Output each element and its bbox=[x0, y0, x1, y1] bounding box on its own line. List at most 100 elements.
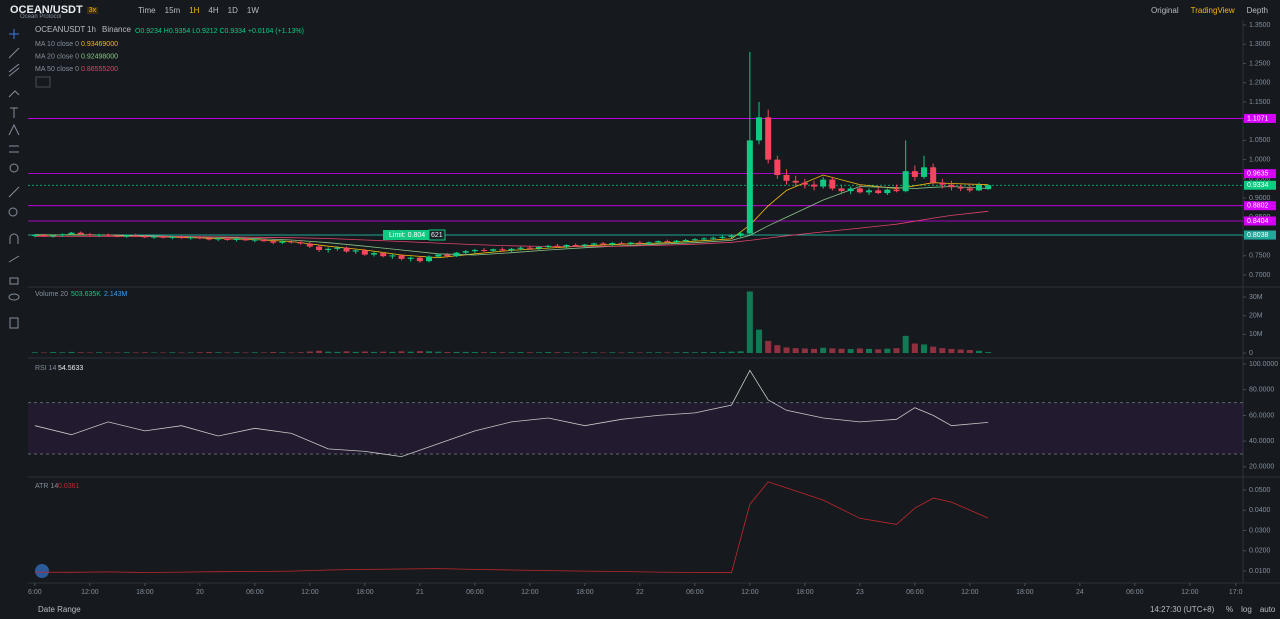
candle-body bbox=[325, 248, 332, 250]
view-tab[interactable]: Original bbox=[1151, 6, 1179, 15]
left-toolbar bbox=[0, 20, 28, 602]
scale-option[interactable]: % bbox=[1226, 605, 1234, 614]
indicator-line bbox=[34, 481, 989, 574]
candle-body bbox=[655, 241, 662, 243]
scale-options: % log auto bbox=[1226, 605, 1275, 614]
candle-body bbox=[948, 184, 955, 188]
candle-body bbox=[462, 251, 469, 253]
order-qty: 621 bbox=[431, 232, 443, 239]
candle-body bbox=[710, 237, 717, 239]
top-bar: OCEAN/USDT 3x Time 15m 1H 4H 1D 1W bbox=[0, 0, 1280, 20]
y-tick-label: 80.0000 bbox=[1249, 387, 1274, 394]
candle-body bbox=[77, 232, 84, 235]
ma-legend-name: MA 20 close 0 bbox=[35, 53, 79, 60]
date-range[interactable]: Date Range bbox=[38, 605, 81, 614]
volume-bar bbox=[361, 351, 368, 354]
volume-bar bbox=[288, 352, 295, 354]
interval-button[interactable]: Time bbox=[138, 5, 156, 15]
candle-body bbox=[407, 257, 414, 259]
candle-body bbox=[151, 236, 158, 238]
price-level-tag bbox=[1244, 216, 1276, 226]
x-tick-label: 12:00 bbox=[961, 589, 979, 596]
x-tick-label: 18:00 bbox=[136, 589, 154, 596]
candle-body bbox=[316, 246, 323, 250]
scale-option[interactable]: log bbox=[1241, 605, 1252, 614]
candle-body bbox=[68, 232, 75, 235]
volume-bar bbox=[169, 352, 176, 354]
volume-bar bbox=[132, 352, 139, 354]
price-level-tag bbox=[1244, 180, 1276, 190]
volume-bar bbox=[160, 352, 167, 354]
candle-body bbox=[581, 244, 588, 246]
candle-body bbox=[233, 238, 240, 240]
x-tick-label: 12:00 bbox=[81, 589, 99, 596]
candle-body bbox=[930, 167, 937, 183]
candle-body bbox=[435, 254, 442, 257]
interval-button[interactable]: 15m bbox=[164, 5, 181, 15]
order-tag[interactable] bbox=[383, 230, 429, 240]
candle-body bbox=[737, 233, 744, 236]
legend-interval: 1h bbox=[87, 25, 96, 34]
candle-body bbox=[545, 245, 552, 247]
volume-value: 503.635K bbox=[71, 291, 101, 298]
volume-bar bbox=[371, 351, 378, 354]
candle-body bbox=[517, 247, 524, 249]
view-tab[interactable]: Depth bbox=[1246, 6, 1268, 15]
symbol[interactable]: OCEAN/USDT bbox=[10, 4, 83, 16]
candle-body bbox=[114, 235, 121, 237]
interval-button[interactable]: 1H bbox=[189, 5, 200, 15]
candle-body bbox=[196, 237, 203, 239]
volume-bar bbox=[517, 352, 524, 354]
collapse-button[interactable] bbox=[35, 76, 51, 88]
volume-bar bbox=[756, 329, 763, 354]
candle-body bbox=[426, 256, 433, 262]
y-tick-label: 30M bbox=[1249, 294, 1263, 301]
y-tick-label: 1.3500 bbox=[1249, 22, 1271, 29]
candle-body bbox=[453, 252, 460, 257]
y-tick-label: 0.0100 bbox=[1249, 568, 1271, 575]
volume-value: 2.143M bbox=[104, 291, 128, 298]
y-tick-label: 1.2000 bbox=[1249, 80, 1271, 87]
logo-button[interactable] bbox=[35, 564, 49, 578]
candle-body bbox=[847, 188, 854, 192]
x-tick-label: 18:00 bbox=[576, 589, 594, 596]
scale-option[interactable]: auto bbox=[1259, 605, 1276, 614]
x-tick-label: 6:00 bbox=[28, 589, 42, 596]
volume-bar bbox=[261, 352, 268, 354]
order-qty-box bbox=[428, 229, 446, 241]
volume-bar bbox=[462, 351, 469, 354]
view-tab[interactable]: TradingView bbox=[1190, 6, 1235, 15]
volume-bar bbox=[801, 348, 808, 354]
candle-body bbox=[86, 234, 93, 236]
volume-bar bbox=[206, 352, 213, 354]
legend-ohlc: O0.9234 H0.9354 L0.9212 C0.9334 +0.0104 … bbox=[135, 28, 304, 35]
interval-button[interactable]: 1D bbox=[227, 5, 238, 15]
volume-bar bbox=[50, 352, 57, 354]
ma-line bbox=[34, 174, 989, 259]
candle-body bbox=[270, 241, 277, 243]
view-tabs: Original TradingView Depth bbox=[1151, 6, 1268, 15]
y-tick-label: 40.0000 bbox=[1249, 438, 1274, 445]
indicator-name: ATR 14 bbox=[35, 483, 58, 490]
y-tick-label: 1.0500 bbox=[1249, 137, 1271, 144]
candle-body bbox=[499, 249, 506, 251]
volume-bar bbox=[435, 351, 442, 354]
candle-body bbox=[41, 235, 48, 237]
candle-body bbox=[279, 241, 286, 243]
candle-body bbox=[829, 179, 836, 189]
candle-body bbox=[187, 237, 194, 239]
candle-body bbox=[646, 242, 653, 244]
legend-exchange: Binance bbox=[102, 25, 131, 34]
volume-bar bbox=[792, 348, 799, 354]
candle-body bbox=[141, 236, 148, 238]
volume-bar bbox=[316, 350, 323, 354]
x-tick-label: 22 bbox=[636, 589, 644, 596]
candle-body bbox=[554, 245, 561, 247]
candle-body bbox=[123, 235, 130, 237]
x-tick-label: 18:00 bbox=[356, 589, 374, 596]
candle-body bbox=[838, 188, 845, 192]
volume-bar bbox=[829, 348, 836, 354]
volume-bar bbox=[380, 351, 387, 354]
interval-button[interactable]: 4H bbox=[208, 5, 219, 15]
interval-button[interactable]: 1W bbox=[246, 5, 259, 15]
